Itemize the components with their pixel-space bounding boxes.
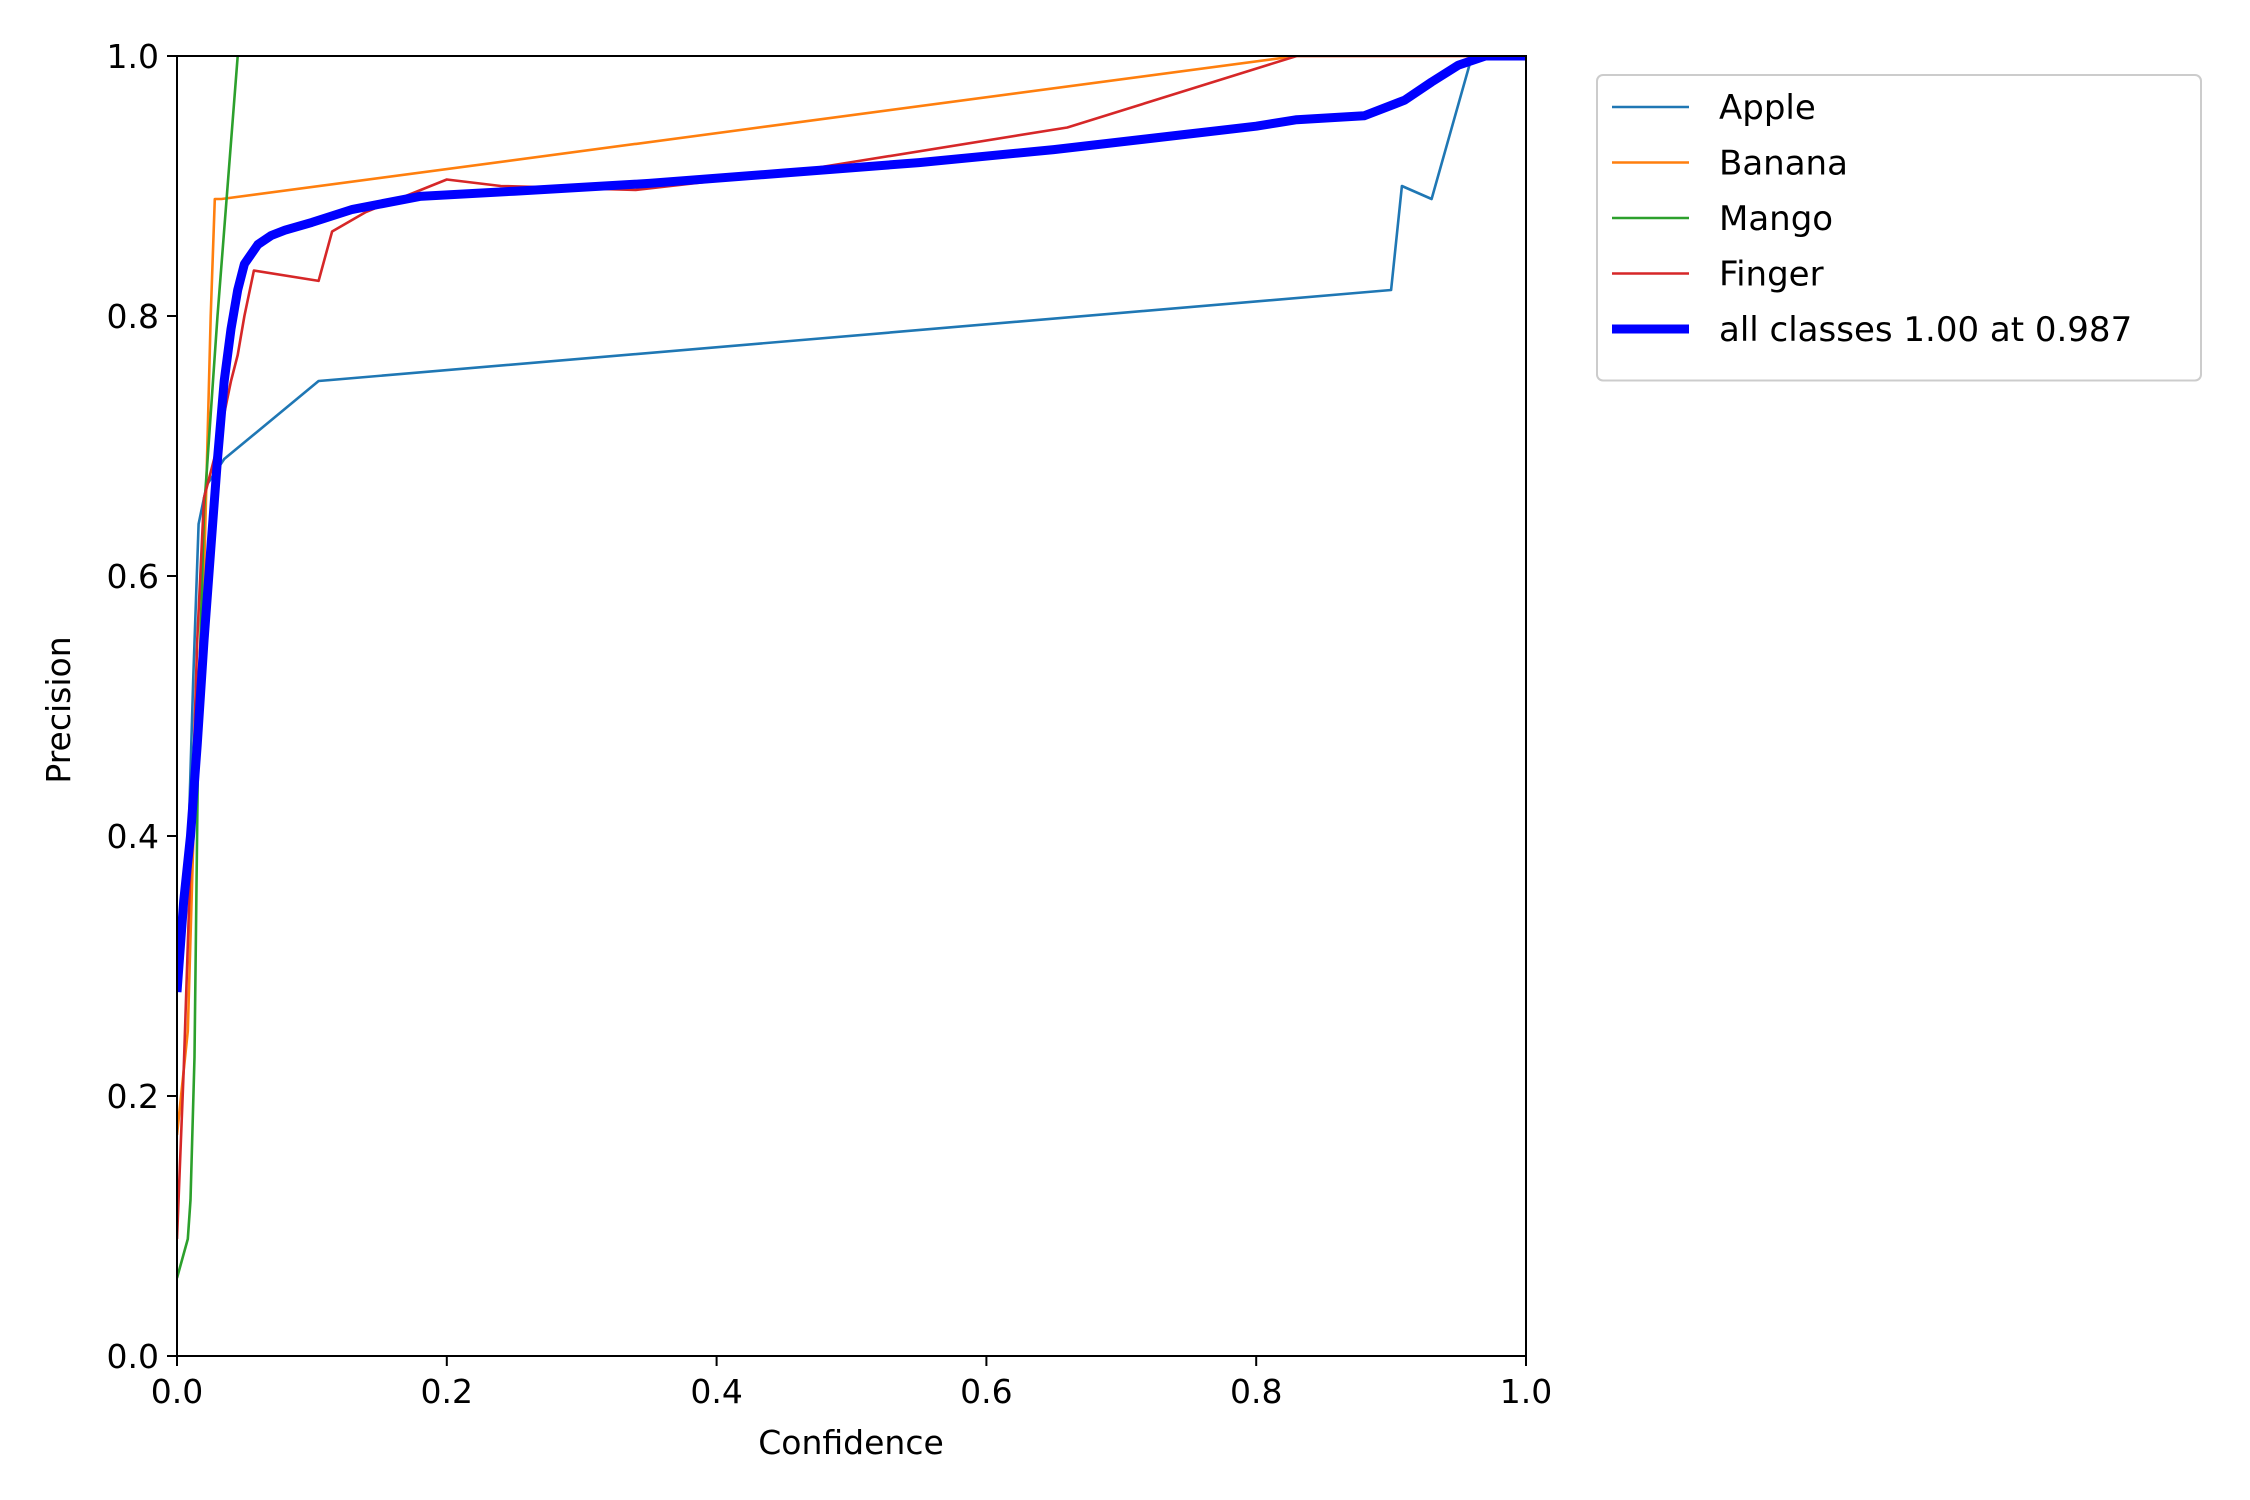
x-tick-label: 0.0 bbox=[151, 1372, 203, 1411]
x-axis-label: Confidence bbox=[758, 1423, 944, 1462]
series-line-apple bbox=[177, 56, 1526, 993]
x-tick-label: 0.8 bbox=[1230, 1372, 1282, 1411]
y-tick-label: 0.6 bbox=[107, 557, 159, 596]
legend-box bbox=[1596, 74, 2202, 382]
series-line-mango bbox=[177, 56, 239, 1279]
y-tick-label: 0.2 bbox=[107, 1077, 159, 1116]
y-tick-label: 1.0 bbox=[107, 37, 159, 76]
legend-label: Banana bbox=[1719, 144, 1848, 184]
y-tick-label: 0.0 bbox=[107, 1337, 159, 1376]
legend-label: Finger bbox=[1719, 255, 1824, 295]
plot-area bbox=[176, 55, 1527, 1357]
y-tick-label: 0.4 bbox=[107, 817, 159, 856]
series-line-banana bbox=[177, 56, 1526, 1136]
legend: Apple Banana Mango Finger all classes 1.00 a… bbox=[1596, 74, 2202, 382]
legend-label: all classes 1.00 at 0.987 bbox=[1719, 310, 2132, 350]
x-tick-label: 0.2 bbox=[421, 1372, 473, 1411]
plot-frame bbox=[176, 55, 1527, 1357]
x-tick-label: 1.0 bbox=[1500, 1372, 1552, 1411]
series-lines bbox=[177, 56, 1526, 1279]
x-tick-label: 0.6 bbox=[960, 1372, 1012, 1411]
legend-label: Mango bbox=[1719, 199, 1833, 239]
legend-label: Apple bbox=[1719, 88, 1816, 128]
x-axis: 0.0 0.2 0.4 0.6 0.8 1.0 bbox=[151, 1356, 1552, 1411]
y-axis-label: Precision bbox=[39, 636, 78, 783]
y-tick-label: 0.8 bbox=[107, 297, 159, 336]
y-axis: 0.0 0.2 0.4 0.6 0.8 1.0 bbox=[107, 37, 177, 1376]
x-tick-label: 0.4 bbox=[690, 1372, 742, 1411]
series-line-all bbox=[177, 56, 1526, 993]
